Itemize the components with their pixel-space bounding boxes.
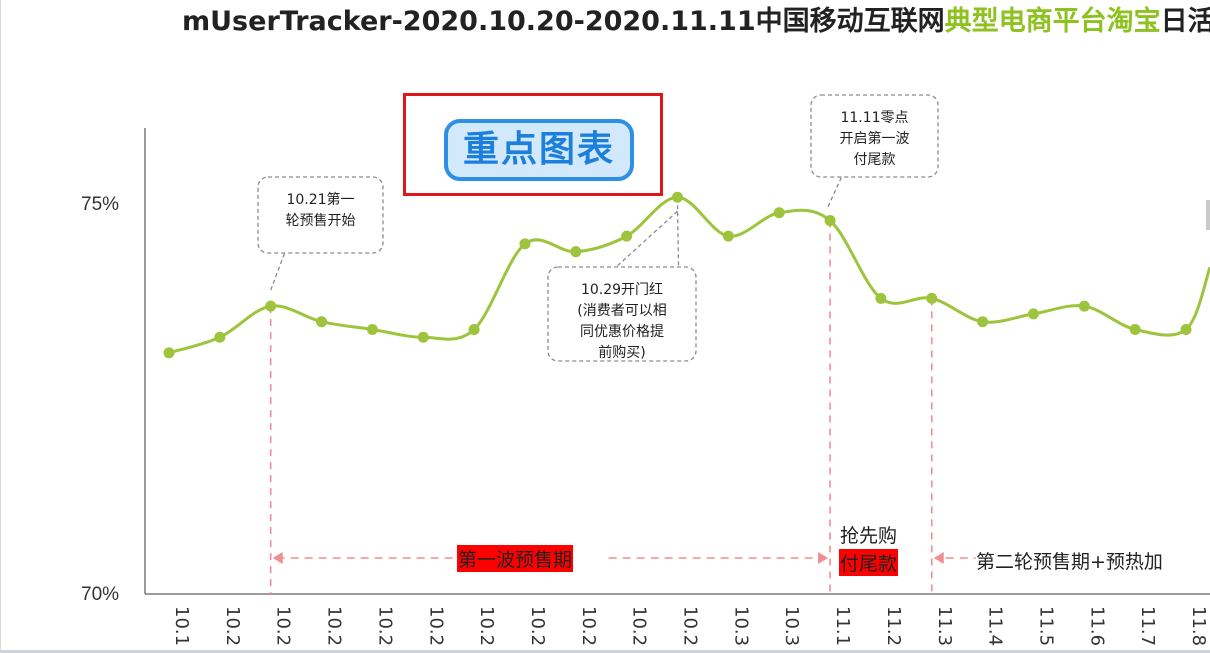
callout-11-11 [810, 94, 939, 178]
series-line [168, 195, 1210, 355]
x-tick-label: 10.2 [476, 606, 497, 646]
x-tick-label: 10.2 [527, 606, 548, 646]
data-point [875, 292, 887, 304]
data-point [417, 331, 429, 343]
data-point [722, 230, 734, 242]
arrow-head-left [933, 552, 944, 564]
callout-11-11-text: 11.11零点 [840, 110, 908, 126]
data-point [468, 323, 480, 335]
callout-10-29-text: 同优惠价格提 [580, 324, 664, 340]
callout-10-29-text: (消费者可以相 [577, 303, 666, 319]
callout-10-29-text: 10.29开门红 [581, 282, 663, 298]
callout-10-21-pointer [270, 251, 312, 291]
data-point [977, 316, 989, 328]
scrollbar[interactable] [1206, 200, 1210, 230]
arrow-head-right [818, 552, 829, 564]
first-presale-label: 第一波预售期 [457, 545, 574, 572]
x-tick-label: 11.6 [1086, 606, 1107, 646]
data-point [316, 316, 328, 328]
x-tick-label: 10.2 [629, 606, 650, 646]
x-tick-label: 10.3 [730, 606, 751, 646]
data-point [366, 323, 378, 335]
callout-10-29-text: 前购买) [598, 344, 645, 361]
data-point [519, 238, 531, 250]
callout-10-21-text: 10.21第一 [286, 191, 354, 208]
x-tick-label: 11.7 [1137, 606, 1158, 646]
x-tick-label: 10.2 [680, 606, 701, 646]
data-point [265, 300, 277, 312]
x-tick-label: 10.2 [578, 606, 599, 646]
data-point [1078, 300, 1090, 312]
callout-10-29 [547, 266, 697, 362]
x-tick-label: 10.2 [374, 606, 395, 646]
x-tick-label: 10.1 [171, 606, 192, 646]
data-point [1129, 323, 1141, 335]
x-tick-label: 11.8 [1188, 606, 1209, 646]
grab-label: 抢先购 [840, 525, 898, 547]
data-point [1027, 308, 1039, 320]
arrow-head-left [272, 552, 283, 564]
data-point [621, 230, 633, 242]
x-tick-label: 10.2 [273, 606, 294, 646]
callout-11-11-text: 开启第一波 [840, 130, 910, 147]
key-chart-badge: 重点图表 [444, 119, 634, 181]
callout-11-11-pointer [827, 175, 866, 207]
x-tick-label: 10.2 [222, 606, 243, 646]
x-tick-label: 11.3 [934, 606, 955, 646]
data-point [163, 347, 175, 359]
callout-11-11-text: 付尾款 [854, 152, 896, 168]
callout-10-21-text: 轮预售开始 [286, 213, 356, 229]
x-tick-label: 10.2 [324, 606, 345, 646]
x-tick-label: 11.2 [883, 606, 904, 646]
chart-title: mUserTracker-2020.10.20-2020.11.11中国移动互联… [182, 6, 1210, 37]
data-point [1180, 323, 1192, 335]
second-presale-label: 第二轮预售期+预热加 [976, 551, 1163, 573]
highlight-box [403, 93, 663, 196]
callout-10-29-pointer [676, 205, 680, 268]
data-point [214, 331, 226, 343]
x-tick-label: 11.5 [1035, 606, 1056, 646]
y-tick-70: 70% [81, 584, 120, 605]
x-tick-label: 11.1 [832, 606, 853, 646]
pay-balance-label: 付尾款 [839, 549, 899, 576]
x-tick-label: 11.4 [985, 606, 1006, 646]
callout-10-21 [257, 176, 384, 254]
data-point [926, 292, 938, 304]
data-point [672, 191, 683, 203]
data-point [773, 207, 785, 219]
data-point [824, 215, 836, 227]
x-tick-label: 10.2 [425, 606, 446, 646]
data-point [570, 246, 582, 258]
y-tick-75: 75% [81, 194, 120, 215]
x-tick-label: 10.3 [781, 606, 802, 646]
